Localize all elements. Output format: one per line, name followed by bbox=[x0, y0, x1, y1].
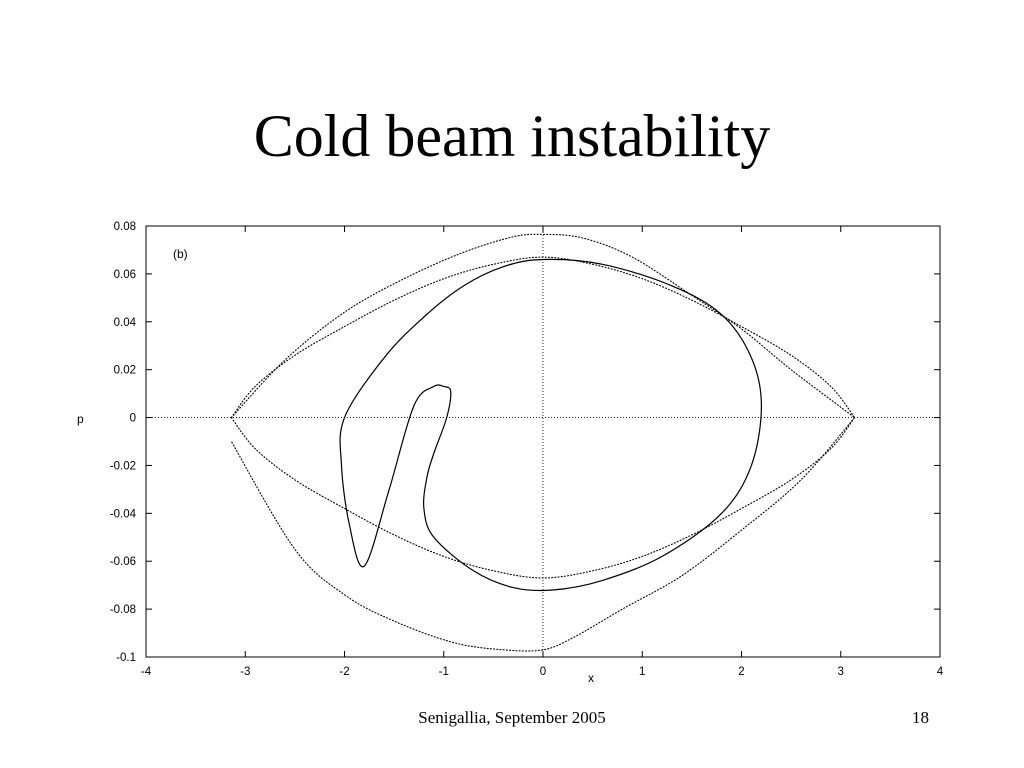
y-tick-label: -0.1 bbox=[116, 652, 136, 664]
x-tick-label: 4 bbox=[937, 666, 944, 678]
x-axis-ticks: -4 -3 -2 -1 0 1 2 3 4 bbox=[141, 226, 944, 678]
y-axis-ticks: 0.08 0.06 0.04 0.02 0 -0.02 -0.04 -0.06 -0.08 -0.… bbox=[110, 221, 940, 664]
x-tick-label: -4 bbox=[141, 666, 152, 678]
y-tick-label: -0.02 bbox=[110, 460, 136, 472]
x-tick-label: 0 bbox=[540, 666, 546, 678]
series-line-3 bbox=[230, 256, 856, 419]
series-line-1 bbox=[230, 233, 856, 419]
y-tick-label: -0.06 bbox=[110, 556, 136, 568]
footer-location-date: Senigallia, September 2005 bbox=[418, 708, 606, 727]
y-tick-label: 0.08 bbox=[114, 221, 136, 233]
x-tick-label: -2 bbox=[339, 666, 349, 678]
series-line-5 bbox=[339, 258, 763, 592]
x-tick-label: 2 bbox=[738, 666, 744, 678]
x-tick-label: -3 bbox=[240, 666, 250, 678]
y-tick-label: -0.08 bbox=[110, 604, 136, 616]
x-tick-label: -1 bbox=[439, 666, 449, 678]
y-tick-label: 0.04 bbox=[114, 317, 137, 329]
x-tick-label: 3 bbox=[838, 666, 844, 678]
plot-series bbox=[230, 233, 856, 652]
page-number: 18 bbox=[912, 708, 929, 727]
series-line-2 bbox=[230, 417, 856, 652]
x-tick-label: 1 bbox=[639, 666, 645, 678]
slide-title: Cold beam instability bbox=[253, 103, 771, 169]
y-tick-label: 0.02 bbox=[114, 365, 136, 377]
y-axis-label: p bbox=[77, 412, 84, 426]
y-tick-label: 0.06 bbox=[114, 269, 136, 281]
y-tick-label: -0.04 bbox=[110, 508, 137, 520]
plot-annotation: (b) bbox=[173, 247, 188, 261]
x-axis-label: x bbox=[588, 671, 594, 685]
series-line-4 bbox=[230, 417, 856, 579]
y-tick-label: 0 bbox=[130, 413, 136, 425]
